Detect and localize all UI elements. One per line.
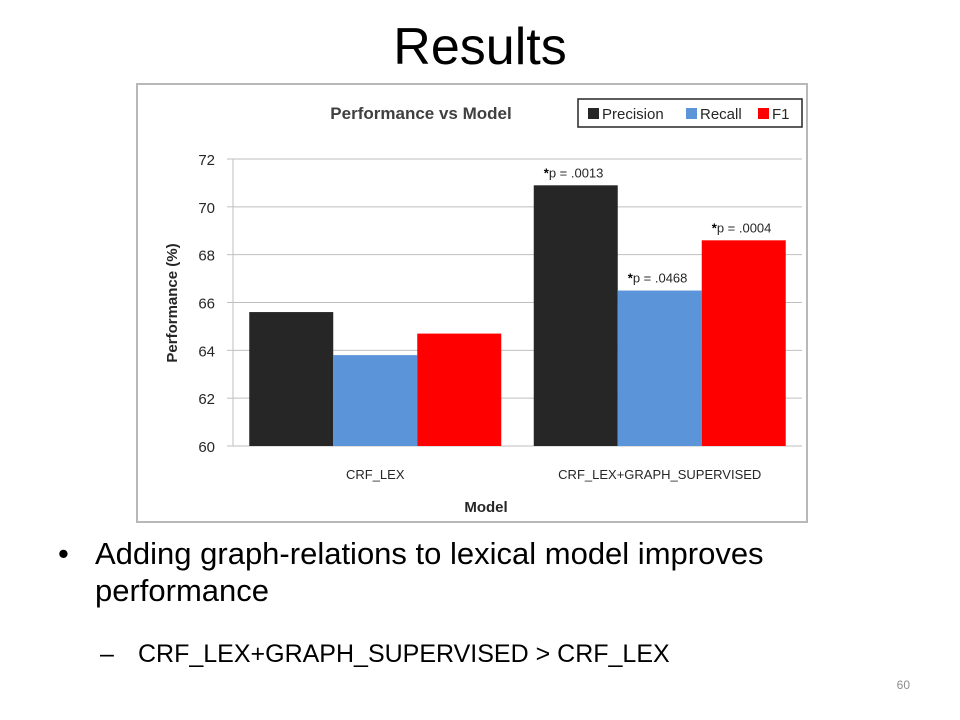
legend-swatch-recall [686, 108, 697, 119]
bullet-dash: – [100, 640, 114, 668]
y-tick-label: 68 [198, 248, 215, 265]
x-axis: CRF_LEX CRF_LEX+GRAPH_SUPERVISED [346, 467, 761, 482]
p-value-text: p = .0013 [549, 165, 604, 180]
y-axis-label: Performance (%) [164, 243, 181, 362]
bar-precision-2 [533, 185, 618, 446]
bar-recall-1 [333, 355, 418, 446]
y-tick-label: 66 [198, 296, 215, 313]
x-tick-label: CRF_LEX [346, 467, 405, 482]
bar-chart: Performance vs Model Precision Recall F1 6… [164, 98, 803, 516]
legend-swatch-precision [588, 108, 599, 119]
p-value-text: p = .0004 [717, 220, 772, 235]
bullet-sub-text: CRF_LEX+GRAPH_SUPERVISED > CRF_LEX [138, 640, 670, 668]
bar-recall-2 [617, 290, 702, 446]
legend-label-recall: Recall [700, 106, 742, 123]
bar-f1-2 [701, 240, 786, 446]
x-tick-label: CRF_LEX+GRAPH_SUPERVISED [558, 467, 761, 482]
significance-star: * [544, 165, 550, 180]
legend-label-precision: Precision [602, 106, 664, 123]
bullet-main-text: Adding graph-relations to lexical model … [95, 536, 764, 608]
y-tick-label: 70 [198, 200, 215, 217]
bullet-dot: • [58, 536, 69, 571]
y-tick-label: 62 [198, 391, 215, 408]
significance-star: * [712, 220, 718, 235]
y-tick-label: 72 [198, 152, 215, 169]
page-number: 60 [896, 678, 910, 692]
bar-f1-1 [417, 333, 502, 446]
x-axis-label: Model [464, 499, 507, 516]
chart-title: Performance vs Model [330, 104, 511, 123]
significance-star: * [628, 271, 634, 286]
y-tick-label: 64 [198, 343, 215, 360]
legend-label-f1: F1 [772, 106, 790, 123]
annotations-layer: *p = .0013*p = .0468*p = .0004 [544, 165, 772, 285]
p-value-annotation: *p = .0004 [712, 220, 772, 235]
chart-frame: Performance vs Model Precision Recall F1 6… [136, 83, 808, 523]
y-tick-label: 60 [198, 439, 215, 456]
y-axis: 60 62 64 66 68 70 72 [198, 152, 215, 456]
legend-swatch-f1 [758, 108, 769, 119]
p-value-annotation: *p = .0013 [544, 165, 604, 180]
p-value-text: p = .0468 [633, 271, 688, 286]
bar-precision-1 [249, 312, 334, 446]
slide-title: Results [393, 18, 567, 76]
bars-layer [249, 185, 786, 446]
p-value-annotation: *p = .0468 [628, 271, 688, 286]
chart-legend: Precision Recall F1 [577, 98, 803, 128]
